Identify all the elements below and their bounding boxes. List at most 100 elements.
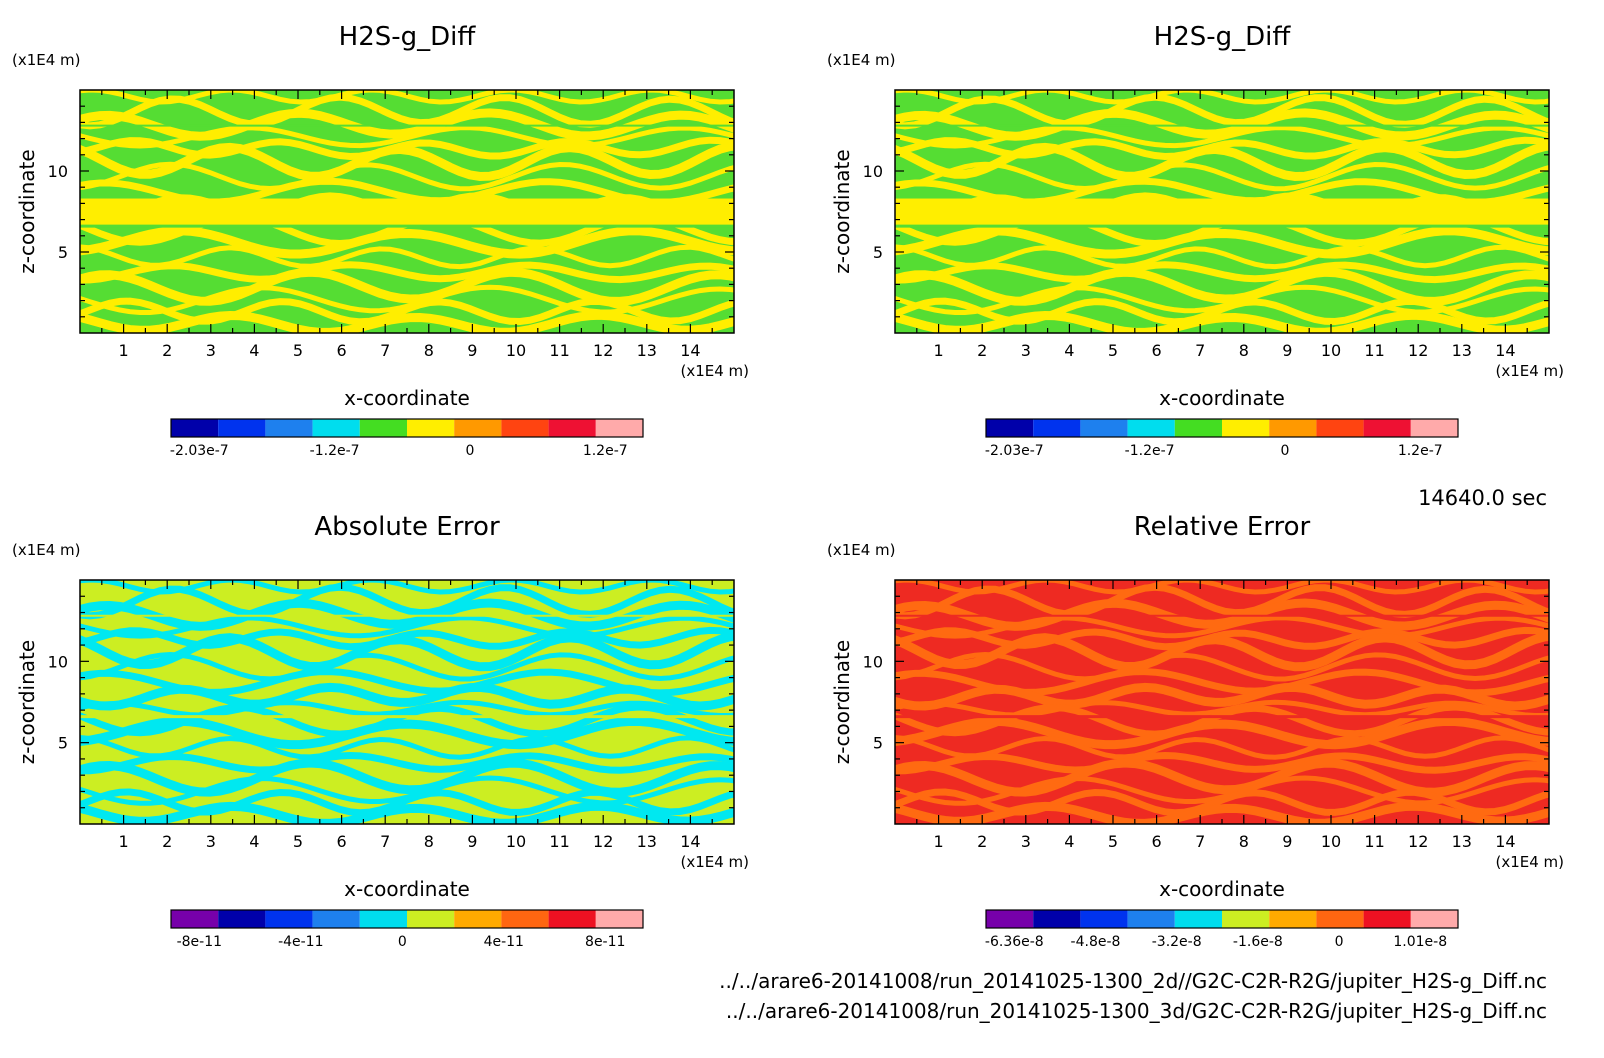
y-axis-unit: (x1E4 m)	[827, 541, 896, 559]
heatmap-contour-band	[80, 615, 734, 639]
colorbar-swatch	[407, 910, 455, 928]
x-tick-label: 9	[1282, 341, 1292, 360]
colorbar-swatch	[265, 910, 313, 928]
x-tick-label: 11	[549, 341, 569, 360]
colorbar-swatch	[1127, 910, 1175, 928]
colorbar-swatch	[595, 419, 643, 437]
colorbar-swatch	[548, 910, 596, 928]
x-tick-label: 5	[293, 341, 303, 360]
colorbar-swatch	[501, 419, 549, 437]
colorbar-tick-label: -4.8e-8	[1071, 934, 1121, 950]
colorbar-swatch	[1174, 419, 1222, 437]
colorbar-swatch	[171, 419, 219, 437]
x-tick-label: 6	[1152, 341, 1162, 360]
colorbar-tick-label: 1.2e-7	[1398, 443, 1443, 459]
colorbar: -6.36e-8 -4.8e-8 -3.2e-8 -1.6e-8 0 1.01e-8	[985, 909, 1459, 950]
colorbar-swatch	[501, 910, 549, 928]
footer-filename-1: ../../arare6-20141008/run_20141025-1300_…	[719, 969, 1547, 993]
heatmap-contour-band	[895, 93, 1549, 130]
heatmap-contour-band	[895, 226, 1549, 259]
colorbar-swatch	[1174, 910, 1222, 928]
x-tick-label: 7	[1195, 341, 1205, 360]
x-tick-label: 8	[1239, 341, 1249, 360]
colorbar-swatch	[218, 419, 266, 437]
x-tick-label: 5	[1108, 341, 1118, 360]
heatmap-contour-band	[895, 751, 1549, 775]
x-tick-label: 5	[293, 832, 303, 851]
colorbar-swatch	[1222, 910, 1270, 928]
y-axis-label: z-coordinate	[830, 640, 854, 764]
colorbar-swatch	[1222, 419, 1270, 437]
colorbar-tick-label: 8e-11	[585, 934, 625, 950]
heatmap-contour-band	[80, 583, 734, 620]
y-axis-unit: (x1E4 m)	[827, 51, 896, 69]
heatmap-contour-band	[80, 93, 734, 130]
heatmap-contour-band	[80, 699, 734, 718]
colorbar-frame	[985, 418, 1459, 438]
x-tick-label: 8	[424, 832, 434, 851]
heatmap-contour-band	[80, 801, 734, 824]
x-tick-label: 3	[1021, 832, 1031, 851]
y-tick-label: 10	[863, 652, 883, 671]
heatmap-contour-band	[80, 297, 734, 326]
heatmap-contour-band	[80, 716, 734, 750]
heatmap-field	[895, 90, 1549, 333]
chart-title: H2S-g_Diff	[339, 22, 477, 52]
x-tick-label: 11	[1364, 341, 1384, 360]
colorbar-swatch	[359, 910, 407, 928]
heatmap-center-band	[80, 198, 734, 227]
y-axis-label: z-coordinate	[15, 149, 39, 273]
x-tick-label: 12	[1408, 341, 1428, 360]
heatmap-contour-band	[80, 631, 734, 672]
x-tick-label: 5	[1108, 832, 1118, 851]
colorbar-swatch	[1410, 419, 1458, 437]
heatmap-contour-band	[80, 161, 734, 192]
colorbar-swatch	[171, 910, 219, 928]
colorbar: -8e-11 -4e-11 0 4e-11 8e-11	[170, 909, 644, 950]
colorbar-tick-label: 4e-11	[484, 934, 524, 950]
colorbar: -2.03e-7 -1.2e-7 0 1.2e-7	[170, 418, 644, 459]
y-axis-label: z-coordinate	[15, 640, 39, 764]
heatmap-field	[80, 580, 734, 824]
heatmap-contour-band	[895, 699, 1549, 718]
colorbar-swatch	[265, 419, 313, 437]
x-tick-label: 7	[380, 341, 390, 360]
heatmap-contour-band	[895, 108, 1549, 141]
heatmap-contour-band	[895, 615, 1549, 639]
colorbar-swatch	[1363, 419, 1411, 437]
x-tick-label: 1	[119, 341, 129, 360]
heatmap-contour-band	[895, 651, 1549, 682]
x-tick-label: 6	[1152, 832, 1162, 851]
footer-filename-2: ../../arare6-20141008/run_20141025-1300_…	[726, 999, 1547, 1023]
heatmap-contour-band	[80, 751, 734, 775]
heatmap-field	[895, 580, 1549, 824]
x-tick-label: 8	[1239, 832, 1249, 851]
y-tick-label: 10	[48, 162, 68, 181]
colorbar-swatch	[312, 419, 360, 437]
x-tick-label: 11	[1364, 832, 1384, 851]
x-tick-label: 11	[549, 832, 569, 851]
heatmap-contour-band	[80, 310, 734, 333]
x-tick-label: 13	[1452, 341, 1472, 360]
x-axis-unit: (x1E4 m)	[680, 362, 749, 380]
colorbar-tick-label: -8e-11	[177, 934, 222, 950]
colorbar-tick-label: -1.2e-7	[310, 443, 360, 459]
y-axis-label: z-coordinate	[830, 149, 854, 273]
colorbar-swatch	[1363, 910, 1411, 928]
x-axis-label: x-coordinate	[1159, 877, 1285, 901]
x-tick-label: 2	[162, 341, 172, 360]
heatmap-contour-band	[80, 682, 734, 711]
colorbar-tick-label: 0	[1335, 934, 1344, 950]
heatmap-contour-band	[895, 758, 1549, 797]
colorbar-tick-label: 0	[398, 934, 407, 950]
heatmap-contour-band	[895, 716, 1549, 750]
colorbar-tick-label: -2.03e-7	[170, 443, 229, 459]
colorbar-swatch	[986, 910, 1034, 928]
colorbar-tick-label: 0	[465, 443, 474, 459]
colorbar-swatch	[1410, 910, 1458, 928]
x-tick-label: 12	[593, 832, 613, 851]
x-tick-label: 1	[934, 341, 944, 360]
heatmap-contour-band	[895, 141, 1549, 182]
x-tick-label: 14	[1495, 832, 1515, 851]
